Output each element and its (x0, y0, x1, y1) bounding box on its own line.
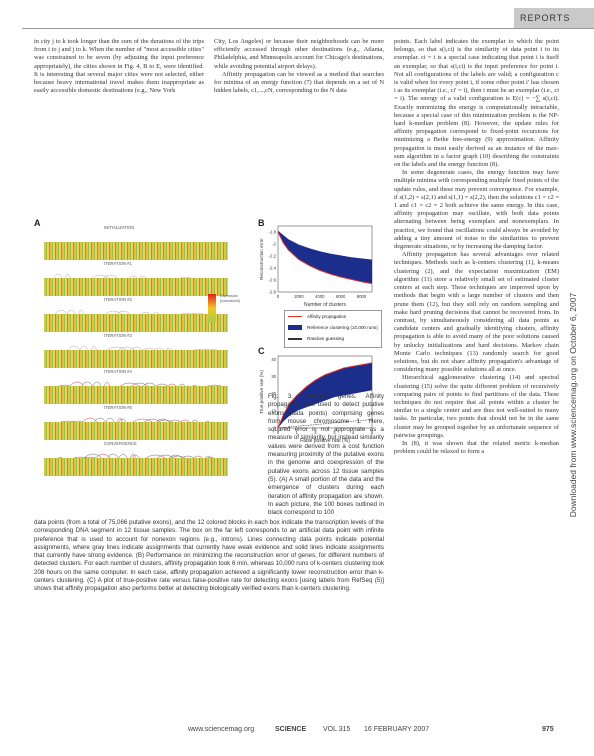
y-axis-label: True positive rate (%) (259, 370, 264, 414)
iteration-label: ITERATION #3 (104, 333, 132, 338)
x-axis-label: Number of clusters (304, 302, 346, 308)
x-tick-label: 4000 (315, 294, 325, 299)
legend-label: Random guessing (307, 336, 345, 341)
panel-b-chart: 0 2000 4000 6000 8000 -1.8 -2 -2.2 -2.4 -2.6 -2.8 N… (259, 225, 373, 308)
paragraph: In some degenerate cases, the energy fun… (394, 169, 559, 251)
x-tick-label: 0 (277, 430, 280, 435)
expression-color-scale (208, 294, 216, 322)
x-tick-label: 8000 (357, 294, 367, 299)
panel-label-b: B (258, 218, 265, 228)
iteration-label: ITERATION #4 (104, 369, 132, 374)
legend-item: Affinity propagation (285, 311, 381, 322)
iteration-strip: ITERATION #4 (44, 368, 228, 404)
legend-item: Reference clustering (10,000 runs) (285, 322, 381, 333)
iteration-label: ITERATION #5 (104, 405, 132, 410)
legend-swatch (288, 325, 302, 330)
plot-frame (277, 355, 373, 429)
iteration-label: CONVERGENCE (104, 441, 137, 446)
footer-date: 16 FEBRUARY 2007 (364, 726, 430, 733)
paragraph: Hierarchical agglomerative clustering (1… (394, 374, 559, 439)
panel-label-c: C (258, 346, 265, 356)
affinity-line (277, 231, 373, 285)
download-text: Downloaded from www.sciencemag.org on Oc… (568, 292, 578, 518)
x-tick-label: 3 (333, 430, 336, 435)
paragraph: Affinity propagation has several advanta… (394, 251, 559, 374)
chart-legend: Affinity propagation Reference clusterin… (284, 310, 382, 348)
paragraph: In (8), it was shown that the related me… (394, 439, 559, 456)
expression-blocks (44, 314, 228, 332)
iteration-strip: ITERATION #1 (44, 260, 228, 296)
scale-label: Expression (220, 294, 238, 298)
y-tick-label: -2 (272, 242, 276, 247)
section-header: REPORTS (514, 8, 594, 28)
y-tick-label: 0 (274, 426, 277, 431)
expression-blocks (44, 242, 228, 260)
header-rule (22, 28, 594, 29)
iteration-strip: CONVERGENCE (44, 440, 228, 476)
expression-blocks (44, 458, 228, 476)
x-tick-label: 5 (371, 430, 374, 435)
x-axis-label: False positive rate (%) (300, 438, 350, 444)
y-tick-label: -2.2 (269, 254, 277, 259)
figure-caption-full: data points (from a total of 75,066 puta… (34, 519, 384, 594)
column-3: points. Each label indicates the exempla… (394, 38, 559, 720)
x-tick-label: 2 (314, 430, 317, 435)
page-footer: www.sciencemag.org SCIENCE VOL 315 16 FE… (0, 726, 594, 738)
legend-swatch (288, 315, 302, 318)
footer-url[interactable]: www.sciencemag.org (188, 726, 255, 733)
x-tick-label: 4 (352, 430, 355, 435)
y-tick-label: 10 (271, 408, 276, 413)
figure-3: A B C INITIALIZATION ITERATION #1 ITERATIO… (32, 214, 382, 524)
x-tick-label: 1 (296, 430, 299, 435)
caption-text: data points (from a total of 75,066 puta… (34, 519, 385, 593)
affinity-line (277, 362, 373, 429)
footer-page: 975 (542, 726, 554, 733)
column-2: City, Los Angeles) or because their neig… (214, 38, 384, 95)
expression-blocks (44, 422, 228, 440)
plot-frame (277, 225, 373, 293)
iteration-label: INITIALIZATION (104, 225, 135, 230)
reference-band (278, 362, 372, 428)
paragraph: in city j to k took longer than the sum … (34, 38, 204, 95)
paragraph: Affinity propagation can be viewed as a … (214, 70, 384, 95)
legend-label: Reference clustering (10,000 runs) (307, 325, 378, 330)
iteration-strip: INITIALIZATION (44, 224, 228, 260)
scale-label: (normalized) (220, 299, 240, 303)
download-watermark: Downloaded from www.sciencemag.org on Oc… (566, 230, 580, 580)
y-tick-label: -1.8 (269, 230, 277, 235)
expression-blocks (44, 278, 228, 296)
iteration-strip: ITERATION #2 (44, 296, 228, 332)
y-tick-label: 30 (271, 374, 276, 379)
y-tick-label: 20 (271, 391, 276, 396)
iteration-label: ITERATION #2 (104, 297, 132, 302)
column-1: in city j to k took longer than the sum … (34, 38, 204, 95)
legend-swatch (288, 337, 302, 340)
y-axis-label: Reconstruction error (259, 238, 264, 280)
iteration-strip: ITERATION #5 (44, 404, 228, 440)
figure-caption-right: Fig. 3. Detecting genes. Affinity propag… (268, 393, 384, 517)
y-tick-label: -2.6 (269, 278, 277, 283)
x-tick-label: 6000 (336, 294, 346, 299)
x-tick-label: 2000 (294, 294, 304, 299)
footer-volume: VOL 315 (323, 726, 351, 733)
panel-label-a: A (34, 218, 41, 228)
y-tick-label: -2.8 (269, 290, 277, 295)
reference-band (278, 230, 372, 284)
iteration-label: ITERATION #1 (104, 261, 132, 266)
caption-text: Fig. 3. Detecting genes. Affinity propag… (268, 393, 384, 517)
paragraph: City, Los Angeles) or because their neig… (214, 38, 384, 70)
expression-blocks (44, 350, 228, 368)
expression-blocks (44, 386, 228, 404)
x-tick-label: 0 (277, 294, 280, 299)
random-line (277, 419, 373, 429)
legend-label: Affinity propagation (307, 314, 347, 319)
y-tick-label: 40 (271, 357, 276, 362)
paragraph: points. Each label indicates the exempla… (394, 38, 559, 169)
footer-journal: SCIENCE (275, 726, 307, 733)
panel-c-chart: 0 1 2 3 4 5 0 10 20 30 40 False positive rate (%) Tr… (259, 355, 374, 444)
iteration-strip: ITERATION #3 (44, 332, 228, 368)
legend-item: Random guessing (285, 333, 381, 344)
y-tick-label: -2.4 (269, 266, 277, 271)
